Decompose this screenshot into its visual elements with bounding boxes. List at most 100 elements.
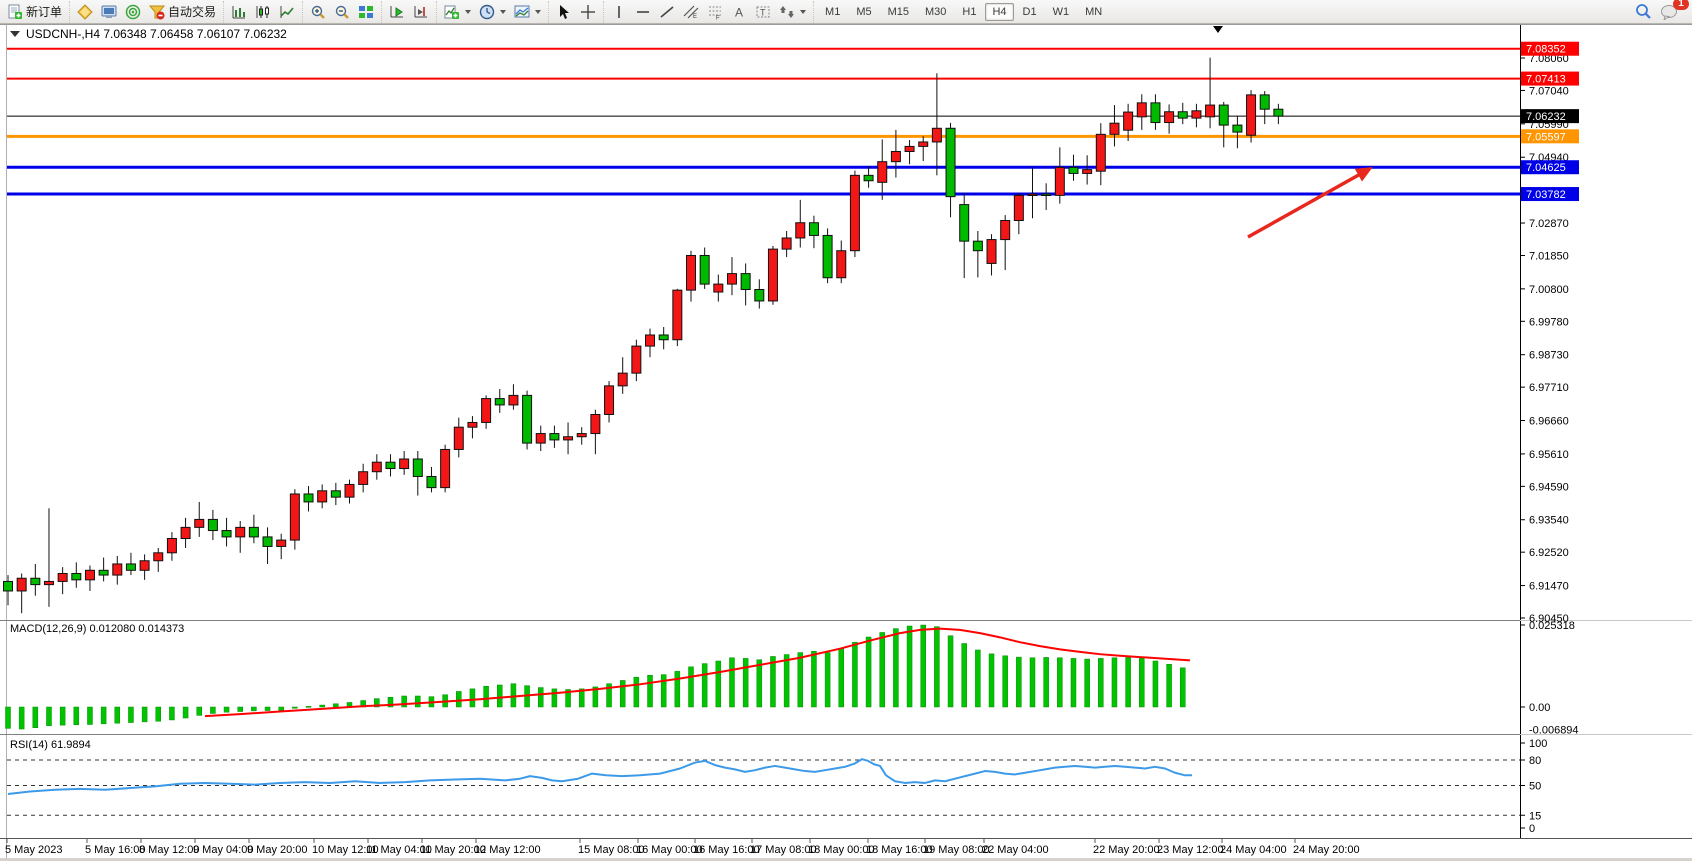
zoom-out-button[interactable] [330,2,354,22]
search-button[interactable] [1631,2,1656,22]
timeframe-MN[interactable]: MN [1085,5,1103,18]
macd-histogram-bar [46,706,52,727]
terminal-button[interactable] [97,2,121,22]
candle-body [412,458,423,477]
rsi-label: RSI(14) 61.9894 [10,739,91,751]
chart-shift-icon [413,4,429,20]
line-chart-button[interactable] [275,2,299,22]
timeframe-M30[interactable]: M30 [925,5,947,18]
tile-windows-button[interactable] [354,2,378,22]
candle-body [740,273,751,291]
candle-body [1068,166,1079,174]
macd-histogram-bar [947,635,954,708]
chart-window[interactable] [0,23,1692,861]
time-label: 19 May 08:00 [923,844,990,856]
candle-body [166,537,177,554]
auto-scroll-icon [389,4,405,20]
time-label: 10 May 12:00 [312,844,379,856]
candle-body [344,483,355,498]
indicators-caret [465,9,472,14]
candle-body [1082,169,1093,174]
chart-shift-button[interactable] [409,2,433,22]
candle-body [1027,193,1038,197]
timeframe-W1[interactable]: W1 [1052,5,1070,18]
candle-body [16,577,27,592]
timeframe-M15[interactable]: M15 [887,5,909,18]
price-tick-label: 7.07040 [1529,85,1569,97]
price-tick-label: 6.98730 [1529,350,1569,362]
arrows-caret [800,9,807,14]
timeframe-D1[interactable]: D1 [1022,5,1037,18]
candle-body [877,161,888,183]
macd-histogram-bar [32,706,39,728]
timeframe-M5[interactable]: M5 [856,5,872,18]
templates-button[interactable] [510,2,545,22]
macd-histogram-bar [865,636,872,708]
macd-histogram-bar [182,706,189,719]
trendline-button[interactable] [655,2,679,22]
label-button[interactable]: T [751,2,775,22]
macd-histogram-bar [59,706,66,726]
macd-histogram-bar [319,704,325,708]
zoom-in-button[interactable] [306,2,330,22]
terminal-icon [101,4,117,20]
candle-body [1136,102,1147,118]
horizontal-line-button[interactable] [631,2,655,22]
vertical-line-icon [611,4,627,20]
macd-histogram-bar [770,656,776,708]
macd-histogram-bar [1084,658,1090,708]
price-tick-label: 6.96660 [1529,416,1569,428]
candle-body [1041,193,1052,197]
vertical-line-button[interactable] [607,2,631,22]
macd-histogram-bar [893,628,899,708]
bar-chart-button[interactable] [227,2,251,22]
trend-arrow-line[interactable] [1247,170,1365,239]
fibonacci-button[interactable]: F [703,2,727,22]
macd-histogram-bar [852,641,858,708]
text-button[interactable]: A [727,2,751,22]
svg-text:T: T [760,7,766,17]
notifications-button[interactable]: 1 [1656,0,1689,22]
auto-scroll-button[interactable] [385,2,409,22]
timeframe-M1[interactable]: M1 [825,5,841,18]
arrows-button[interactable] [775,2,810,22]
macd-histogram-bar [374,698,380,708]
new-order-button[interactable]: 新订单 [3,2,66,22]
candle-body [522,394,533,444]
candle-body [781,237,792,250]
candle-body [71,572,82,581]
macd-min-label: -0.006894 [1529,724,1579,736]
candle-body [590,413,601,435]
periods-button[interactable] [475,2,510,22]
rsi-level-label: 50 [1529,781,1541,793]
macd-histogram-bar [783,654,790,708]
channel-button[interactable]: E [679,2,703,22]
indicators-button[interactable] [440,2,475,22]
cursor-button[interactable] [552,2,576,22]
new-order-icon [7,4,23,20]
macd-histogram-bar [1098,658,1104,708]
macd-histogram-bar [1152,660,1159,708]
candlestick-button[interactable] [251,2,275,22]
candle-body [1123,111,1134,131]
symbol-dropdown-icon[interactable] [10,31,20,37]
macd-histogram-bar [401,695,407,708]
candle-body [658,334,669,341]
candle-body [713,283,724,293]
signals-button[interactable] [121,2,145,22]
candle-body [358,471,369,485]
macd-histogram-bar [292,706,298,709]
price-tag-value: 7.07413 [1526,74,1566,86]
candle-body [1095,133,1106,172]
fibonacci-icon: F [707,4,723,20]
timeframe-H4[interactable]: H4 [985,2,1014,21]
macd-histogram-bar [483,686,489,708]
crosshair-button[interactable] [576,2,600,22]
candle-body [399,458,410,470]
text-icon: A [731,4,747,20]
timeframe-H1[interactable]: H1 [962,5,977,18]
price-tick-label: 6.91470 [1529,581,1569,593]
mql-editor-button[interactable] [73,2,97,22]
autotrading-button[interactable]: 自动交易 [145,2,220,22]
